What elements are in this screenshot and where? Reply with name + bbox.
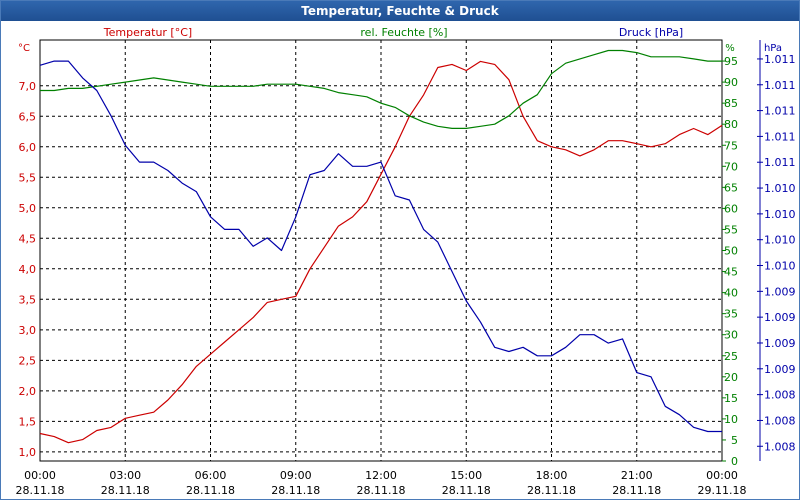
x-tick-date: 28.11.18 — [101, 484, 150, 497]
pressure-tick-label: 1.008 — [764, 440, 796, 453]
temperature-tick-label: 5,0 — [19, 202, 37, 215]
x-tick-time: 15:00 — [450, 469, 482, 482]
humidity-tick-label: 15 — [724, 392, 738, 405]
humidity-tick-label: 30 — [724, 329, 738, 342]
x-tick-date: 28.11.18 — [442, 484, 491, 497]
pressure-tick-label: 1.008 — [764, 389, 796, 402]
temperature-tick-label: 5,5 — [19, 171, 37, 184]
x-tick-time: 00:00 — [706, 469, 738, 482]
temperature-tick-label: 4,0 — [19, 263, 37, 276]
x-tick-time: 21:00 — [621, 469, 653, 482]
humidity-axis-unit: % — [725, 43, 735, 54]
humidity-tick-label: 45 — [724, 266, 738, 279]
temperature-tick-label: 3,5 — [19, 293, 37, 306]
pressure-tick-label: 1.010 — [764, 260, 796, 273]
temperature-tick-label: 3,0 — [19, 324, 37, 337]
pressure-tick-label: 1.011 — [764, 105, 796, 118]
pressure-tick-label: 1.010 — [764, 234, 796, 247]
pressure-legend: Druck [hPa] — [619, 26, 683, 39]
x-tick-time: 00:00 — [24, 469, 56, 482]
temperature-tick-label: 4,5 — [19, 232, 37, 245]
humidity-tick-label: 95 — [724, 55, 738, 68]
x-tick-time: 03:00 — [109, 469, 141, 482]
x-tick-date: 28.11.18 — [186, 484, 235, 497]
temperature-axis-unit: °C — [18, 43, 30, 54]
humidity-series-line — [40, 49, 722, 129]
humidity-tick-label: 10 — [724, 413, 738, 426]
temperature-tick-label: 2,0 — [19, 385, 37, 398]
temperature-tick-label: 1,5 — [19, 415, 37, 428]
humidity-tick-label: 85 — [724, 97, 738, 110]
humidity-tick-label: 90 — [724, 76, 738, 89]
x-tick-time: 18:00 — [536, 469, 568, 482]
humidity-tick-label: 50 — [724, 245, 738, 258]
x-tick-time: 06:00 — [195, 469, 227, 482]
pressure-tick-label: 1.010 — [764, 208, 796, 221]
humidity-tick-label: 5 — [731, 434, 738, 447]
x-tick-time: 09:00 — [280, 469, 312, 482]
pressure-tick-label: 1.011 — [764, 156, 796, 169]
temperature-series-line — [39, 60, 723, 444]
temperature-tick-label: 2,5 — [19, 354, 37, 367]
temperature-tick-label: 6,0 — [19, 141, 37, 154]
x-tick-date: 28.11.18 — [612, 484, 661, 497]
humidity-tick-label: 55 — [724, 223, 738, 236]
humidity-tick-label: 0 — [731, 455, 738, 468]
humidity-tick-label: 80 — [724, 118, 738, 131]
temperature-tick-label: 6,5 — [19, 110, 37, 123]
x-tick-date: 28.11.18 — [16, 484, 65, 497]
pressure-series-line — [39, 60, 722, 433]
temperature-tick-label: 1,0 — [19, 446, 37, 459]
temperature-tick-label: 7,0 — [19, 80, 37, 93]
temperature-legend: Temperatur [°C] — [103, 26, 192, 39]
humidity-tick-label: 75 — [724, 139, 738, 152]
humidity-tick-label: 35 — [724, 308, 738, 321]
pressure-tick-label: 1.011 — [764, 130, 796, 143]
x-tick-time: 12:00 — [365, 469, 397, 482]
pressure-tick-label: 1.011 — [764, 53, 796, 66]
pressure-axis-unit: hPa — [764, 43, 782, 54]
x-tick-date: 28.11.18 — [271, 484, 320, 497]
pressure-tick-label: 1.010 — [764, 182, 796, 195]
window-title: Temperatur, Feuchte & Druck — [1, 1, 799, 21]
pressure-tick-label: 1.009 — [764, 363, 796, 376]
humidity-tick-label: 60 — [724, 202, 738, 215]
pressure-tick-label: 1.009 — [764, 337, 796, 350]
humidity-tick-label: 20 — [724, 371, 738, 384]
humidity-tick-label: 40 — [724, 287, 738, 300]
x-tick-date: 29.11.18 — [698, 484, 747, 497]
humidity-legend: rel. Feuchte [%] — [360, 26, 447, 39]
pressure-tick-label: 1.009 — [764, 285, 796, 298]
pressure-tick-label: 1.008 — [764, 414, 796, 427]
x-tick-date: 28.11.18 — [357, 484, 406, 497]
humidity-tick-label: 70 — [724, 160, 738, 173]
pressure-tick-label: 1.011 — [764, 79, 796, 92]
humidity-tick-label: 65 — [724, 181, 738, 194]
pressure-tick-label: 1.009 — [764, 311, 796, 324]
humidity-tick-label: 25 — [724, 350, 738, 363]
x-tick-date: 28.11.18 — [527, 484, 576, 497]
